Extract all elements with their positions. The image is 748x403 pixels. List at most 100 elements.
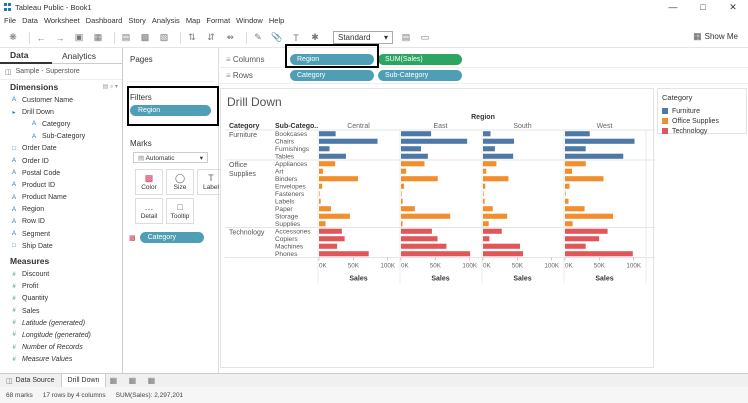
close-icon[interactable]: ✕ <box>729 1 737 12</box>
subcategory-label: Appliances <box>275 161 308 168</box>
new-datasource-icon[interactable]: ▦ <box>93 32 103 42</box>
subcategory-label: Supplies <box>275 221 301 228</box>
tooltip-label: Tooltip <box>170 213 190 220</box>
dimension-field[interactable]: A Customer Name <box>0 94 122 106</box>
dimension-field[interactable]: □ Ship Date <box>0 240 122 252</box>
measure-field[interactable]: # Longitude (generated) <box>0 329 122 341</box>
filters-card: Filters Region <box>127 90 214 124</box>
columns-shelf: ≡ Columns Region SUM(Sales) <box>220 52 748 68</box>
measure-field[interactable]: # Discount <box>0 268 122 280</box>
filter-pill-region[interactable]: Region <box>130 105 211 116</box>
menu-analysis[interactable]: Analysis <box>151 16 180 25</box>
dimension-type-icon: A <box>11 182 16 189</box>
dimension-field[interactable]: A Segment <box>0 228 122 240</box>
group-icon[interactable]: 📎 <box>271 32 283 42</box>
legend-item[interactable]: Office Supplies <box>658 116 746 126</box>
presentation-icon[interactable]: ▭ <box>420 32 430 42</box>
measure-field[interactable]: # Sales <box>0 305 122 317</box>
new-worksheet-tab-icon[interactable]: ▦ <box>109 376 118 385</box>
dimension-field[interactable]: A Category <box>0 118 122 130</box>
menu-data[interactable]: Data <box>22 16 38 25</box>
category-label: Office Supplies <box>229 162 256 178</box>
size-button[interactable]: ◯ Size <box>166 169 194 195</box>
dimension-field[interactable]: A Postal Code <box>0 167 122 179</box>
axis-tick-label: 50K <box>430 263 442 270</box>
highlight-icon[interactable]: ✎ <box>254 32 262 42</box>
maximize-icon[interactable]: □ <box>700 2 706 12</box>
axis-tick-label: 0K <box>319 263 328 270</box>
show-me-button[interactable]: ▦ Show Me <box>693 31 738 42</box>
datasource-item[interactable]: ◫ Sample - Superstore <box>0 64 122 80</box>
minimize-icon[interactable]: — <box>668 2 678 12</box>
save-icon[interactable]: ▣ <box>74 32 84 42</box>
tab-drill-down[interactable]: Drill Down <box>60 373 107 388</box>
measure-field[interactable]: # Quantity <box>0 293 122 305</box>
measure-field[interactable]: # Number of Records <box>0 342 122 354</box>
tab-data[interactable]: Data <box>0 48 52 64</box>
database-icon: ◫ <box>6 377 13 385</box>
measure-field-label: Longitude (generated) <box>22 331 91 339</box>
bar-mark <box>319 198 321 204</box>
tableau-home-icon[interactable]: ❋ <box>9 32 17 42</box>
undo-icon[interactable]: ← <box>36 32 46 43</box>
tooltip-button[interactable]: □ Tooltip <box>166 198 194 224</box>
new-dashboard-tab-icon[interactable]: ▦ <box>128 376 137 385</box>
columns-pill-region[interactable]: Region <box>290 54 374 65</box>
tab-data-source[interactable]: ◫ Data Source <box>0 374 61 388</box>
legend-item[interactable]: Technology <box>658 126 746 136</box>
menu-file[interactable]: File <box>4 16 17 25</box>
clear-sheet-icon[interactable]: ▧ <box>159 32 169 42</box>
columns-pill-sales[interactable]: SUM(Sales) <box>378 54 462 65</box>
dimension-type-icon: A <box>11 97 16 104</box>
swap-icon[interactable]: ⇅ <box>188 32 196 42</box>
measure-field[interactable]: # Profit <box>0 281 122 293</box>
dimension-type-icon: A <box>11 231 16 238</box>
menu-help[interactable]: Help <box>268 16 285 25</box>
measure-field[interactable]: # Measure Values <box>0 354 122 366</box>
measure-field-label: Quantity <box>22 295 49 303</box>
chart-view[interactable]: Drill Down Category Sub-Catego.. Region Cent… <box>220 88 655 368</box>
dimension-field[interactable]: A Product ID <box>0 179 122 191</box>
menu-story[interactable]: Story <box>128 16 146 25</box>
labels-icon[interactable]: T <box>293 32 299 43</box>
mark-type-dropdown[interactable]: ▤ Automatic ▾ <box>133 152 208 163</box>
menu-format[interactable]: Format <box>206 16 231 25</box>
rows-pill-category[interactable]: Category <box>290 70 374 81</box>
detail-button[interactable]: … Detail <box>135 198 163 224</box>
sort-desc-icon[interactable]: ⇴ <box>226 32 234 42</box>
bar-mark <box>401 146 421 152</box>
menu-window[interactable]: Window <box>236 16 263 25</box>
dimensions-menu-icon[interactable]: ▤ ⌕ ▾ <box>102 84 118 90</box>
menu-worksheet[interactable]: Worksheet <box>43 16 80 25</box>
duplicate-sheet-icon[interactable]: ▩ <box>140 32 150 42</box>
rows-pill-subcategory[interactable]: Sub-Category <box>378 70 462 81</box>
data-pane-tabs: Data Analytics <box>0 48 122 64</box>
legend-item[interactable]: Furniture <box>658 106 746 116</box>
dimension-field[interactable]: A Product Name <box>0 192 122 204</box>
size-label: Size <box>173 184 187 191</box>
measure-field-label: Number of Records <box>22 344 83 352</box>
show-cards-icon[interactable]: ▤ <box>401 32 411 42</box>
dimension-field[interactable]: ▸ Drill Down <box>0 106 122 118</box>
pin-icon[interactable]: ✱ <box>311 32 319 42</box>
menu-dashboard[interactable]: Dashboard <box>85 16 123 25</box>
color-icon: ▩ <box>144 173 154 183</box>
color-button[interactable]: ▩ Color <box>135 169 163 195</box>
menu-map[interactable]: Map <box>185 16 201 25</box>
new-worksheet-icon[interactable]: ▤ <box>121 32 131 42</box>
color-pill-category[interactable]: Category <box>139 232 204 243</box>
view-title: Drill Down <box>227 95 282 109</box>
tab-analytics[interactable]: Analytics <box>62 51 97 61</box>
dimension-field[interactable]: A Sub-Category <box>0 131 122 143</box>
sort-asc-icon[interactable]: ⇵ <box>207 32 215 42</box>
new-story-tab-icon[interactable]: ▦ <box>147 376 156 385</box>
axis-title-sales: Sales <box>513 276 531 283</box>
dimension-field[interactable]: A Row ID <box>0 216 122 228</box>
dimension-field[interactable]: □ Order Date <box>0 143 122 155</box>
bar-mark <box>401 251 471 257</box>
redo-icon[interactable]: → <box>55 32 65 43</box>
measure-field[interactable]: # Latitude (generated) <box>0 317 122 329</box>
dimension-field[interactable]: A Region <box>0 204 122 216</box>
dimension-field[interactable]: A Order ID <box>0 155 122 167</box>
fit-dropdown[interactable]: Standard ▾ <box>333 31 393 44</box>
